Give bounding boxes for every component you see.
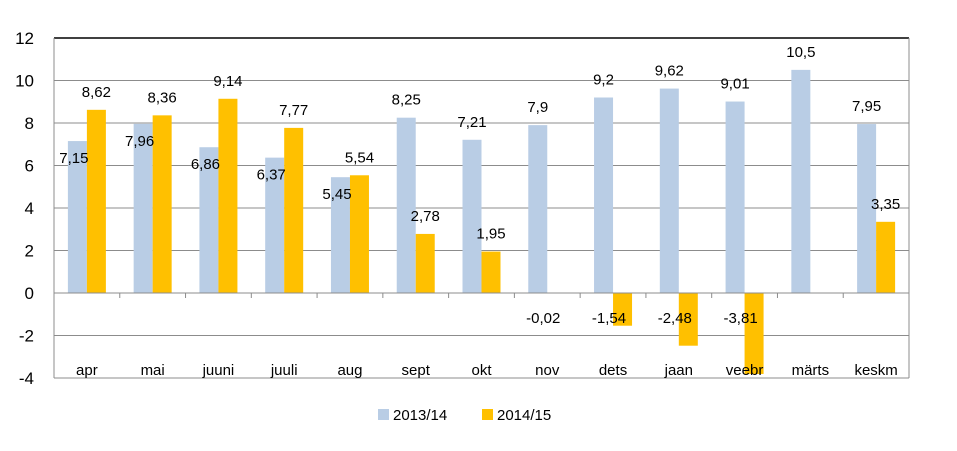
- y-tick-label: 10: [15, 72, 34, 91]
- bar-2014-15: [876, 221, 896, 293]
- x-tick-label: jaan: [664, 362, 693, 379]
- bar-2014-15: [86, 109, 106, 293]
- data-label: -1,54: [592, 310, 626, 327]
- bar-2014-15: [613, 293, 633, 326]
- x-tick-label: aug: [337, 362, 362, 379]
- data-label: 9,62: [655, 63, 684, 80]
- data-label: 7,77: [279, 102, 308, 119]
- data-label: -3,81: [723, 310, 757, 327]
- data-label: 7,21: [457, 114, 486, 131]
- axes: -4 -2 0 2 4 6 8 10 12 apr mai juuni juuli aug sept okt n…: [15, 29, 910, 388]
- y-tick-label: 6: [25, 157, 34, 176]
- bar-2014-15: [481, 251, 501, 293]
- bar-2013-14: [396, 117, 416, 293]
- legend-swatch: [482, 409, 493, 420]
- bar-2014-15: [415, 233, 435, 293]
- legend-label: 2014/15: [497, 407, 551, 424]
- data-label: 3,35: [871, 196, 900, 213]
- x-tick-label: okt: [471, 362, 492, 379]
- bar-2013-14: [857, 124, 877, 293]
- x-tick-label: juuni: [202, 362, 235, 379]
- x-tick-label: märts: [792, 362, 830, 379]
- bar-2013-14: [462, 139, 482, 293]
- data-label: 8,25: [392, 92, 421, 109]
- data-label: 8,36: [148, 89, 177, 106]
- data-label: 7,9: [527, 99, 548, 116]
- y-tick-label: 8: [25, 114, 34, 133]
- bar-2013-14: [133, 123, 153, 293]
- data-label: 9,2: [593, 72, 614, 89]
- data-label: 5,45: [322, 186, 351, 203]
- data-label: -2,48: [658, 310, 692, 327]
- data-label: -0,02: [526, 310, 560, 327]
- data-label: 6,86: [191, 156, 220, 173]
- x-tick-label: apr: [76, 362, 98, 379]
- bar-2014-15: [218, 98, 238, 294]
- bar-2013-14: [659, 88, 679, 293]
- y-tick-label: 12: [15, 29, 34, 48]
- x-tick-label: dets: [599, 362, 627, 379]
- data-label: 10,5: [786, 44, 815, 61]
- bar-2014-15: [744, 293, 764, 374]
- y-tick-label: 4: [25, 199, 34, 218]
- data-label: 5,54: [345, 149, 374, 166]
- y-tick-label: 0: [25, 284, 34, 303]
- bar-2014-15: [678, 293, 698, 346]
- data-label: 7,15: [59, 150, 88, 167]
- legend-label: 2013/14: [393, 407, 447, 424]
- x-tick-label: veebr: [726, 362, 764, 379]
- data-label: 7,95: [852, 98, 881, 115]
- data-label: 9,01: [720, 76, 749, 93]
- bar-2013-14: [330, 177, 350, 293]
- x-tick-label: mai: [141, 362, 165, 379]
- y-tick-label: -4: [19, 369, 34, 388]
- legend-swatch: [378, 409, 389, 420]
- data-label: 1,95: [476, 226, 505, 243]
- x-tick-label: nov: [535, 362, 560, 379]
- data-label: 8,62: [82, 84, 111, 101]
- bar-2014-15: [284, 127, 304, 293]
- y-tick-label: 2: [25, 242, 34, 261]
- bar-2013-14: [594, 97, 614, 293]
- bar-2013-14: [67, 141, 87, 293]
- bar-2014-15: [152, 115, 172, 293]
- bar-2013-14: [528, 125, 548, 293]
- bar-2014-15: [349, 175, 369, 293]
- bar-2013-14: [791, 69, 811, 293]
- bar-2013-14: [199, 147, 219, 293]
- data-label: 9,14: [213, 73, 242, 90]
- bar-2013-14: [725, 101, 745, 293]
- y-tick-label: -2: [19, 327, 34, 346]
- data-label: 6,37: [257, 167, 286, 184]
- data-label: 2,78: [411, 208, 440, 225]
- legend: 2013/14 2014/15: [378, 407, 551, 424]
- x-tick-label: sept: [402, 362, 431, 379]
- bar-2013-14: [265, 157, 285, 293]
- x-tick-label: keskm: [854, 362, 897, 379]
- data-label: 7,96: [125, 133, 154, 150]
- x-tick-label: juuli: [270, 362, 298, 379]
- data-labels: 7,15 7,96 6,86 6,37 5,45 8,25 7,21 7,9 9,2 9,62 9,…: [59, 44, 900, 327]
- bars: [67, 69, 896, 374]
